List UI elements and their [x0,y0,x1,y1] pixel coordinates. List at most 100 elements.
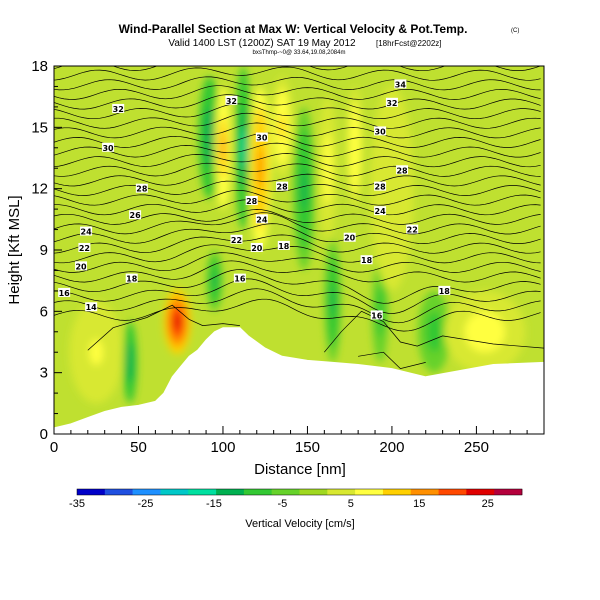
isentrope-line [54,288,541,324]
isentrope-label: 18 [438,285,451,296]
isentrope-line [358,351,426,369]
chart-subtitle-valid: Valid 1400 LST (1200Z) SAT 19 May 2012 [168,38,356,49]
isentrope-label-box [135,183,148,193]
isentrope-label-box [80,226,93,236]
isentrope-label-text: 16 [59,289,71,298]
isentrope-label-box [394,79,407,89]
colorbar-swatch [132,489,161,495]
isentrope-label: 28 [245,195,258,206]
colorbar-tick-label: 15 [413,498,425,510]
colorbar-swatch [104,489,133,495]
isentrope-label: 16 [58,287,71,298]
colorbar-frame [76,488,523,496]
downdraft-cell [128,352,132,373]
isentrope-labels: 34 32 32 32 30 30 30 28 28 28 28 28 26 24 24 24 22 22 22 20… [58,79,451,320]
isentrope-label: 30 [374,126,387,136]
isentrope-line [54,162,541,177]
isentrope-label-box [438,285,451,295]
isentrope-label-box [250,242,263,252]
colorbar-swatch [494,489,523,495]
isentrope-label-box [396,165,409,175]
isentrope-line [54,85,541,100]
y-tick-label: 18 [31,58,48,75]
isentrope-label: 14 [85,302,98,312]
x-tick-label: 150 [295,439,320,456]
isentrope-line [54,112,541,129]
isentrope-label-text: 16 [234,275,246,284]
x-tick-label: 100 [210,439,235,456]
chart-title: Wind-Parallel Section at Max W: Vertical… [119,22,468,36]
isentrope-label-text: 28 [277,183,289,192]
colorbar-swatch [382,489,412,495]
isentrope-label-text: 18 [278,242,290,251]
isentrope-label-text: 28 [246,197,258,206]
colorbar-tick-label: 5 [348,498,354,510]
isentrope-line [54,180,541,196]
isentrope-label-box [374,206,387,216]
colorbar-swatch [299,489,328,495]
isentrope-label-box [225,95,238,105]
updraft-cell [257,147,263,189]
isentrope-label: 24 [374,206,387,216]
isentrope-line [54,132,541,148]
isentrope-label-text: 14 [86,303,98,312]
isentrope-line [54,153,541,168]
isentrope-label-box [374,126,387,136]
isentrope-line [54,209,541,225]
isentrope-line [54,142,541,158]
isentrope-line [54,244,541,264]
isentrope-line [54,260,541,283]
isentrope-label: 20 [343,232,356,243]
isentrope-label-box [102,142,115,152]
isentrope-label-text: 18 [361,256,373,265]
isentrope-label-box [385,97,398,107]
isentrope-label-text: 24 [375,207,387,216]
colorbar-tick-label: -5 [277,498,287,510]
isentrope-label: 16 [233,273,246,284]
isentrope-label-text: 32 [113,105,124,114]
x-tick-label: 250 [464,439,489,456]
colorbar-tick-label: -35 [69,498,85,510]
isentrope-label-box [245,195,258,205]
isentrope-label-box [255,132,268,142]
downdraft-cell [212,273,217,289]
isentrope-label: 18 [360,255,373,265]
x-tick-label: 200 [379,439,404,456]
isentrope-line [54,199,541,216]
isentrope-line [87,304,240,351]
y-tick-label: 6 [40,303,48,320]
y-tick-label: 0 [40,426,48,443]
colorbar-swatch [188,489,217,495]
isentrope-line [324,310,544,353]
colorbar-swatch [216,489,245,495]
isentrope-label-text: 22 [79,244,90,253]
isentrope-label: 16 [370,310,383,320]
x-axis-title: Distance [nm] [254,461,346,478]
isentrope-label-box [277,240,290,250]
updraft-cell [220,132,225,164]
isentrope-label: 22 [230,234,243,245]
isentrope-label-box [75,261,88,271]
isentrope-label-box [58,287,71,297]
isentrope-label: 24 [80,226,93,237]
isentrope-label-text: 26 [130,211,142,220]
isentrope-label-text: 34 [395,80,407,89]
isentrope-label-text: 20 [251,244,263,253]
y-tick-label: 15 [31,119,48,136]
updraft-cell [474,321,495,342]
isentrope-label: 18 [277,240,290,251]
isentrope-label-text: 32 [226,97,237,106]
x-tick-label: 0 [50,439,58,456]
updraft-cell [325,150,331,187]
terrain-mask [54,327,544,434]
isentrope-label-box [129,210,142,220]
colorbar: -35 -25 -15 -5 5 15 25 [69,488,523,510]
isentrope-label: 18 [125,273,138,284]
isentrope-line [54,66,541,72]
colorbar-swatch [77,489,106,495]
isentrope-label: 32 [385,97,398,108]
isentrope-label-text: 22 [231,236,242,245]
isentrope-label: 28 [135,183,148,194]
isentrope-label-text: 20 [75,262,87,271]
